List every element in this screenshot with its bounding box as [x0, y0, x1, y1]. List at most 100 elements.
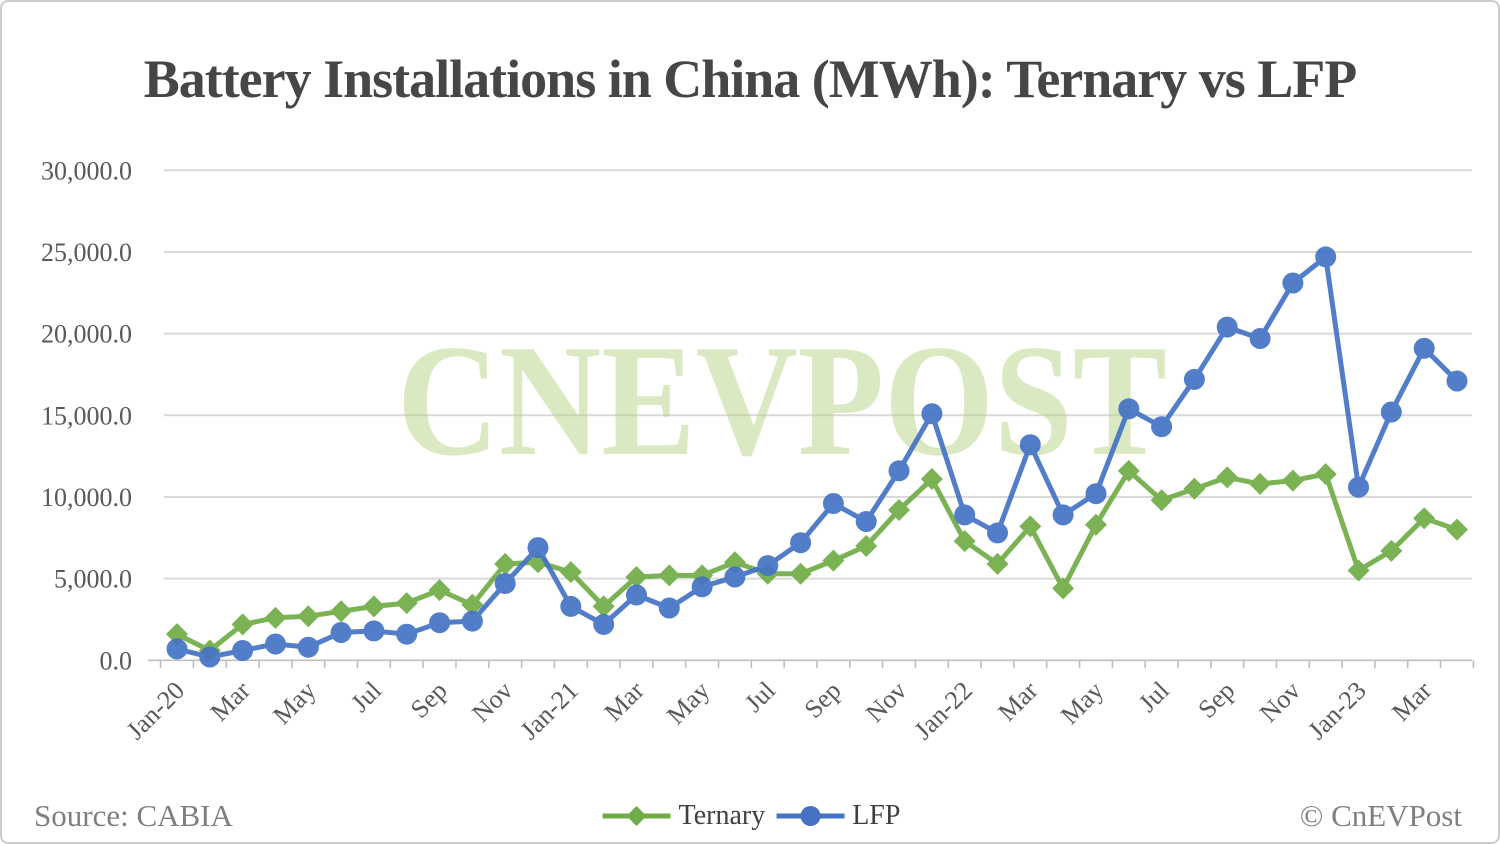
- ternary-point: [395, 592, 418, 615]
- svg-text:Sep: Sep: [1192, 676, 1240, 724]
- ternary-legend-marker: [602, 806, 671, 826]
- x-axis: [148, 659, 1475, 669]
- ternary-point: [789, 562, 812, 585]
- svg-text:Nov: Nov: [1254, 676, 1306, 728]
- svg-text:Jul: Jul: [1133, 676, 1175, 718]
- lfp-point: [1315, 246, 1337, 268]
- ternary-point: [494, 552, 517, 575]
- svg-text:Jan-23: Jan-23: [1302, 676, 1372, 746]
- lfp-point: [1151, 416, 1173, 438]
- svg-text:Nov: Nov: [860, 676, 912, 728]
- svg-text:May: May: [1055, 676, 1109, 730]
- ternary-point: [461, 593, 484, 616]
- lfp-point: [265, 633, 286, 655]
- lfp-point: [1348, 476, 1369, 498]
- ternary-point: [822, 549, 845, 572]
- svg-text:Jul: Jul: [345, 676, 387, 718]
- ternary-point: [1150, 489, 1173, 512]
- svg-text:30,000.0: 30,000.0: [41, 156, 132, 185]
- legend-item-ternary: Ternary: [600, 800, 765, 832]
- svg-text:Mar: Mar: [205, 676, 256, 727]
- svg-text:May: May: [267, 676, 321, 730]
- series-ternary: [166, 459, 1468, 662]
- ternary-point: [1084, 513, 1107, 536]
- ternary-point: [559, 561, 582, 584]
- lfp-point: [560, 595, 582, 617]
- lfp-point: [822, 493, 844, 514]
- ternary-point: [1413, 507, 1436, 530]
- gridlines: [164, 169, 1472, 580]
- ternary-point: [297, 605, 320, 628]
- lfp-point: [954, 504, 976, 526]
- ternary-point: [362, 595, 385, 618]
- lfp-point: [1413, 337, 1435, 359]
- cnevpost-watermark: CNEVPOST: [397, 311, 1167, 489]
- ternary-point: [855, 534, 878, 557]
- ternary-point: [1052, 577, 1075, 600]
- ternary-point: [592, 595, 615, 618]
- svg-text:May: May: [661, 676, 715, 730]
- lfp-point: [1282, 272, 1304, 294]
- ternary-point: [723, 551, 746, 574]
- y-axis-labels: 0.0 5,000.0 10,000.0 15,000.0 20,000.0 25,000…: [41, 156, 132, 675]
- svg-text:Jan-20: Jan-20: [121, 676, 191, 746]
- lfp-point: [1216, 316, 1238, 338]
- ternary-point: [1183, 477, 1206, 500]
- legend: Ternary LFP: [600, 800, 901, 832]
- lfp-point: [1118, 398, 1140, 420]
- ternary-point: [1249, 472, 1272, 495]
- lfp-point: [757, 555, 779, 577]
- ternary-point: [888, 499, 911, 522]
- ternary-point: [1347, 559, 1370, 582]
- ternary-point: [231, 613, 254, 636]
- svg-text:Nov: Nov: [466, 676, 518, 728]
- svg-text:20,000.0: 20,000.0: [41, 320, 132, 349]
- lfp-legend-marker: [776, 806, 845, 826]
- lfp-point: [1183, 368, 1205, 390]
- lfp-point: [724, 566, 746, 588]
- lfp-point: [429, 612, 451, 634]
- svg-text:15,000.0: 15,000.0: [41, 401, 132, 430]
- lfp-point: [626, 584, 647, 606]
- lfp-point: [1249, 328, 1271, 349]
- ternary-point: [330, 600, 353, 623]
- lfp-point: [987, 522, 1008, 544]
- svg-text:0.0: 0.0: [100, 646, 133, 675]
- lfp-point: [921, 403, 943, 425]
- ternary-point: [986, 552, 1009, 575]
- lfp-point: [297, 636, 319, 658]
- svg-text:Jan-21: Jan-21: [515, 676, 585, 746]
- legend-label-lfp: LFP: [852, 800, 901, 831]
- lfp-point: [593, 613, 615, 635]
- lfp-point: [855, 511, 877, 532]
- ternary-point: [1281, 469, 1304, 492]
- lfp-point: [232, 640, 254, 661]
- ternary-point: [658, 564, 681, 587]
- lfp-point: [461, 610, 483, 632]
- lfp-point: [330, 622, 352, 643]
- svg-text:Mar: Mar: [1386, 676, 1437, 727]
- series-lfp: [166, 246, 1468, 668]
- lfp-point: [166, 638, 188, 660]
- svg-text:Jan-22: Jan-22: [908, 676, 978, 746]
- lfp-point: [527, 537, 549, 559]
- ternary-point: [264, 606, 287, 629]
- lfp-point: [691, 576, 713, 598]
- lfp-point: [658, 597, 680, 619]
- svg-text:Jul: Jul: [739, 676, 781, 718]
- ternary-point: [428, 579, 451, 602]
- lfp-point: [1052, 504, 1074, 526]
- lfp-point: [396, 623, 418, 645]
- lfp-point: [1380, 401, 1402, 423]
- copyright-label: © CnEVPost: [1299, 798, 1462, 833]
- ternary-point: [1445, 518, 1468, 541]
- svg-text:Sep: Sep: [405, 676, 453, 724]
- ternary-point: [1314, 463, 1337, 486]
- ternary-point: [953, 530, 976, 553]
- ternary-point: [1117, 459, 1140, 482]
- lfp-point: [363, 620, 385, 642]
- ternary-point: [920, 468, 943, 490]
